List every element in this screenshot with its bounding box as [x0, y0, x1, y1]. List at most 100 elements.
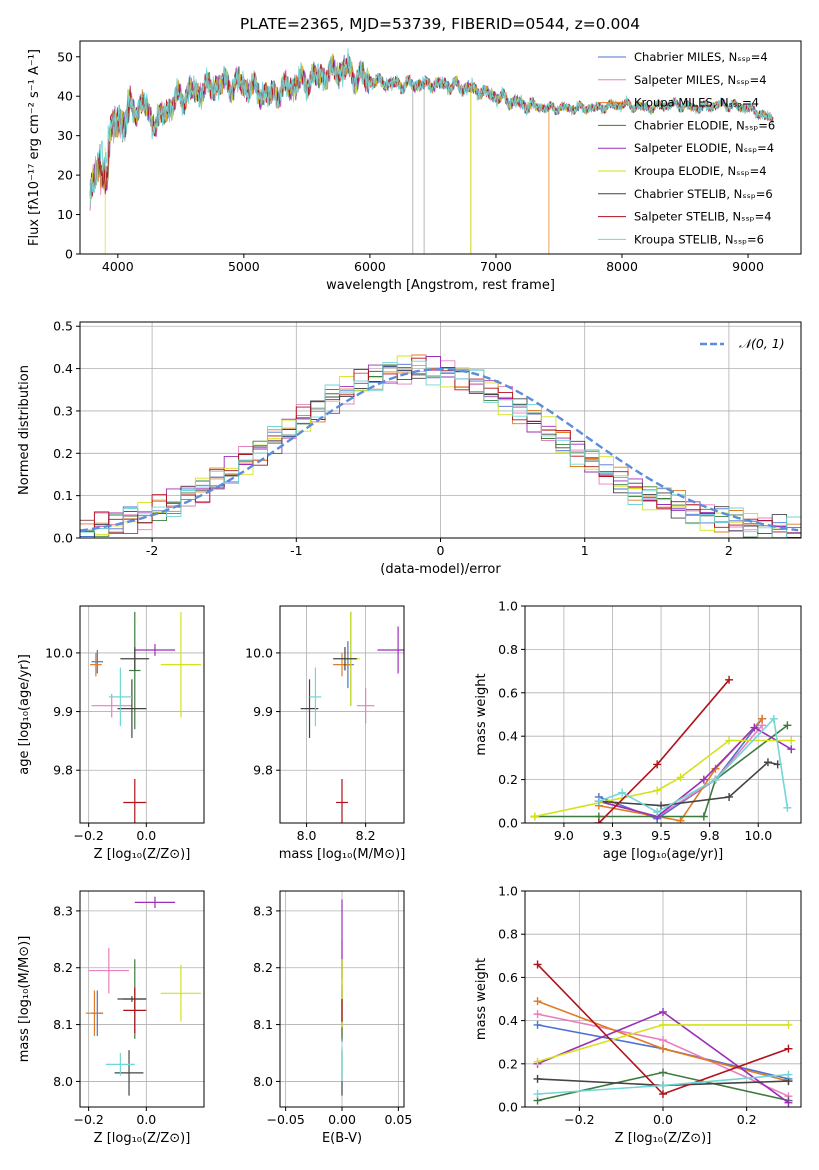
y-axis-label: mass [log₁₀(M/M⊙)] — [17, 936, 32, 1063]
mass-vs-Z-plot-area — [85, 896, 202, 1096]
x-tick-label: 0 — [437, 543, 445, 558]
x-tick-label: 7000 — [480, 259, 512, 274]
y-tick-label: 8.2 — [53, 960, 73, 975]
weight-point-marker — [530, 812, 539, 821]
x-tick-label: −0.2 — [73, 828, 103, 843]
y-tick-label: 0 — [65, 247, 73, 262]
weight-series-line — [598, 761, 778, 807]
legend-label: Salpeter STELIB, Nₛₛₚ=4 — [634, 210, 772, 224]
y-tick-label: 0.0 — [53, 531, 73, 546]
weight-point-marker — [659, 1020, 667, 1029]
y-tick-label: 0.1 — [53, 488, 73, 503]
weight-point-marker — [533, 1057, 542, 1066]
residuals-plot-area — [80, 354, 801, 538]
x-tick-label: 9.3 — [603, 828, 623, 843]
y-tick-label: 8.3 — [253, 903, 273, 918]
weight-point-marker — [725, 736, 734, 745]
weight-point-marker — [676, 773, 685, 782]
figure-title: PLATE=2365, MJD=53739, FIBERID=0544, z=0… — [240, 15, 640, 33]
x-tick-label: 10.0 — [744, 828, 772, 843]
weight-point-marker — [653, 760, 662, 769]
x-tick-label: 8000 — [606, 259, 638, 274]
y-tick-label: 40 — [57, 89, 73, 104]
weight-point-marker — [594, 797, 603, 806]
y-tick-label: 9.9 — [53, 704, 73, 719]
y-tick-label: 0.0 — [498, 816, 518, 831]
weight-point-marker — [784, 1070, 793, 1079]
panels: 4000 5000 6000 7000 8000 900001020304050wavel… — [17, 40, 802, 1146]
y-tick-label: 10 — [57, 207, 73, 222]
y-tick-label: 9.8 — [253, 763, 273, 778]
x-tick-label: −0.2 — [73, 1112, 103, 1127]
weight-point-marker — [653, 808, 662, 817]
x-tick-label: 0.0 — [136, 1112, 156, 1127]
axes-frame — [279, 605, 405, 824]
weight-point-marker — [784, 1020, 793, 1029]
weight-point-marker — [533, 960, 542, 969]
x-tick-label: −0.2 — [564, 1112, 594, 1127]
legend-label: 𝒩(0, 1) — [739, 336, 785, 351]
x-tick-label: 6000 — [354, 259, 386, 274]
y-tick-label: 0.2 — [53, 446, 73, 461]
weight-point-marker — [763, 758, 772, 767]
axes-frame — [524, 605, 802, 824]
x-axis-label: Z [log₁₀(Z/Z⊙)] — [615, 1131, 712, 1146]
weight-point-marker — [787, 745, 796, 754]
x-tick-label: 9.5 — [651, 828, 671, 843]
legend-label: Chabrier ELODIE, Nₛₛₚ=6 — [634, 118, 775, 132]
age-vs-mass-plot-area — [300, 611, 404, 823]
y-axis-label: Normed distribution — [17, 365, 32, 495]
x-tick-label: -2 — [146, 543, 158, 558]
weight-point-marker — [711, 775, 720, 784]
y-tick-label: 8.3 — [53, 903, 73, 918]
weight-point-marker — [787, 736, 796, 745]
y-tick-label: 0.4 — [498, 1013, 518, 1028]
legend-label: Kroupa ELODIE, Nₛₛₚ=4 — [634, 164, 767, 178]
weight-point-marker — [618, 788, 627, 797]
x-axis-label: Z [log₁₀(Z/Z⊙)] — [94, 1131, 191, 1146]
mass-vs-Z-panel: −0.2 0.0 8.0 8.1 8.2 8.3 Z [log₁₀(Z/Z⊙)] mass [… — [17, 890, 205, 1146]
x-axis-label: age [log₁₀(age/yr)] — [603, 847, 724, 862]
spectrum-series-line — [89, 48, 774, 206]
y-tick-label: 1.0 — [498, 599, 518, 614]
y-tick-label: 0.4 — [53, 361, 73, 376]
weight-point-marker — [676, 816, 685, 823]
y-tick-label: 1.0 — [498, 884, 518, 899]
y-tick-label: 0.8 — [498, 642, 518, 657]
spectrum-legend: Chabrier MILES, Nₛₛₚ=4 Salpeter MILES, Nₛ… — [598, 50, 775, 246]
mass-weight-vs-Z-panel: −0.2 0.0 0.2 0.0 0.2 0.4 0.6 0.8 1.0 Z [log₁₀(Z/Z… — [474, 884, 802, 1146]
y-tick-label: 0.2 — [498, 772, 518, 787]
weight-series-line — [598, 718, 763, 820]
weight-point-marker — [725, 792, 734, 801]
mass-vs-EBV-panel: −0.05 0.00 0.05 8.0 8.1 8.2 8.3 E(B-V) — [253, 890, 412, 1146]
x-axis-label: Z [log₁₀(Z/Z⊙)] — [94, 847, 191, 862]
x-tick-label: 1 — [581, 543, 589, 558]
weight-point-marker — [533, 1090, 542, 1099]
weight-point-marker — [659, 1007, 667, 1016]
weight-point-marker — [699, 812, 708, 821]
y-axis-label: mass weight — [474, 958, 489, 1040]
x-tick-label: 9.8 — [700, 828, 720, 843]
axes-frame — [79, 890, 205, 1108]
x-tick-label: 8.2 — [356, 828, 376, 843]
weight-point-marker — [657, 801, 666, 810]
mass-weight-vs-age-panel: 9.0 9.3 9.5 9.8 10.0 0.0 0.2 0.4 0.6 0.8 1.0 age [l… — [474, 599, 802, 862]
axes-frame — [79, 605, 205, 824]
x-axis-label: wavelength [Angstrom, rest frame] — [326, 278, 555, 293]
weight-point-marker — [533, 1020, 542, 1029]
legend-label: Chabrier MILES, Nₛₛₚ=4 — [634, 50, 768, 64]
x-tick-label: 2 — [725, 543, 733, 558]
y-tick-label: 10.0 — [245, 645, 273, 660]
weight-point-marker — [659, 1036, 667, 1045]
x-tick-label: 0.00 — [328, 1112, 356, 1127]
normal-reference-curve — [80, 367, 799, 532]
weight-point-marker — [533, 1010, 542, 1019]
y-tick-label: 8.1 — [253, 1017, 273, 1032]
mass-weight-vs-age-plot-area — [530, 675, 796, 823]
weight-point-marker — [653, 786, 662, 795]
weight-point-marker — [758, 714, 767, 723]
weight-point-marker — [784, 1098, 793, 1107]
y-tick-label: 0.8 — [498, 927, 518, 942]
spectrum-plot-area — [89, 48, 774, 254]
y-tick-label: 0.0 — [498, 1100, 518, 1115]
